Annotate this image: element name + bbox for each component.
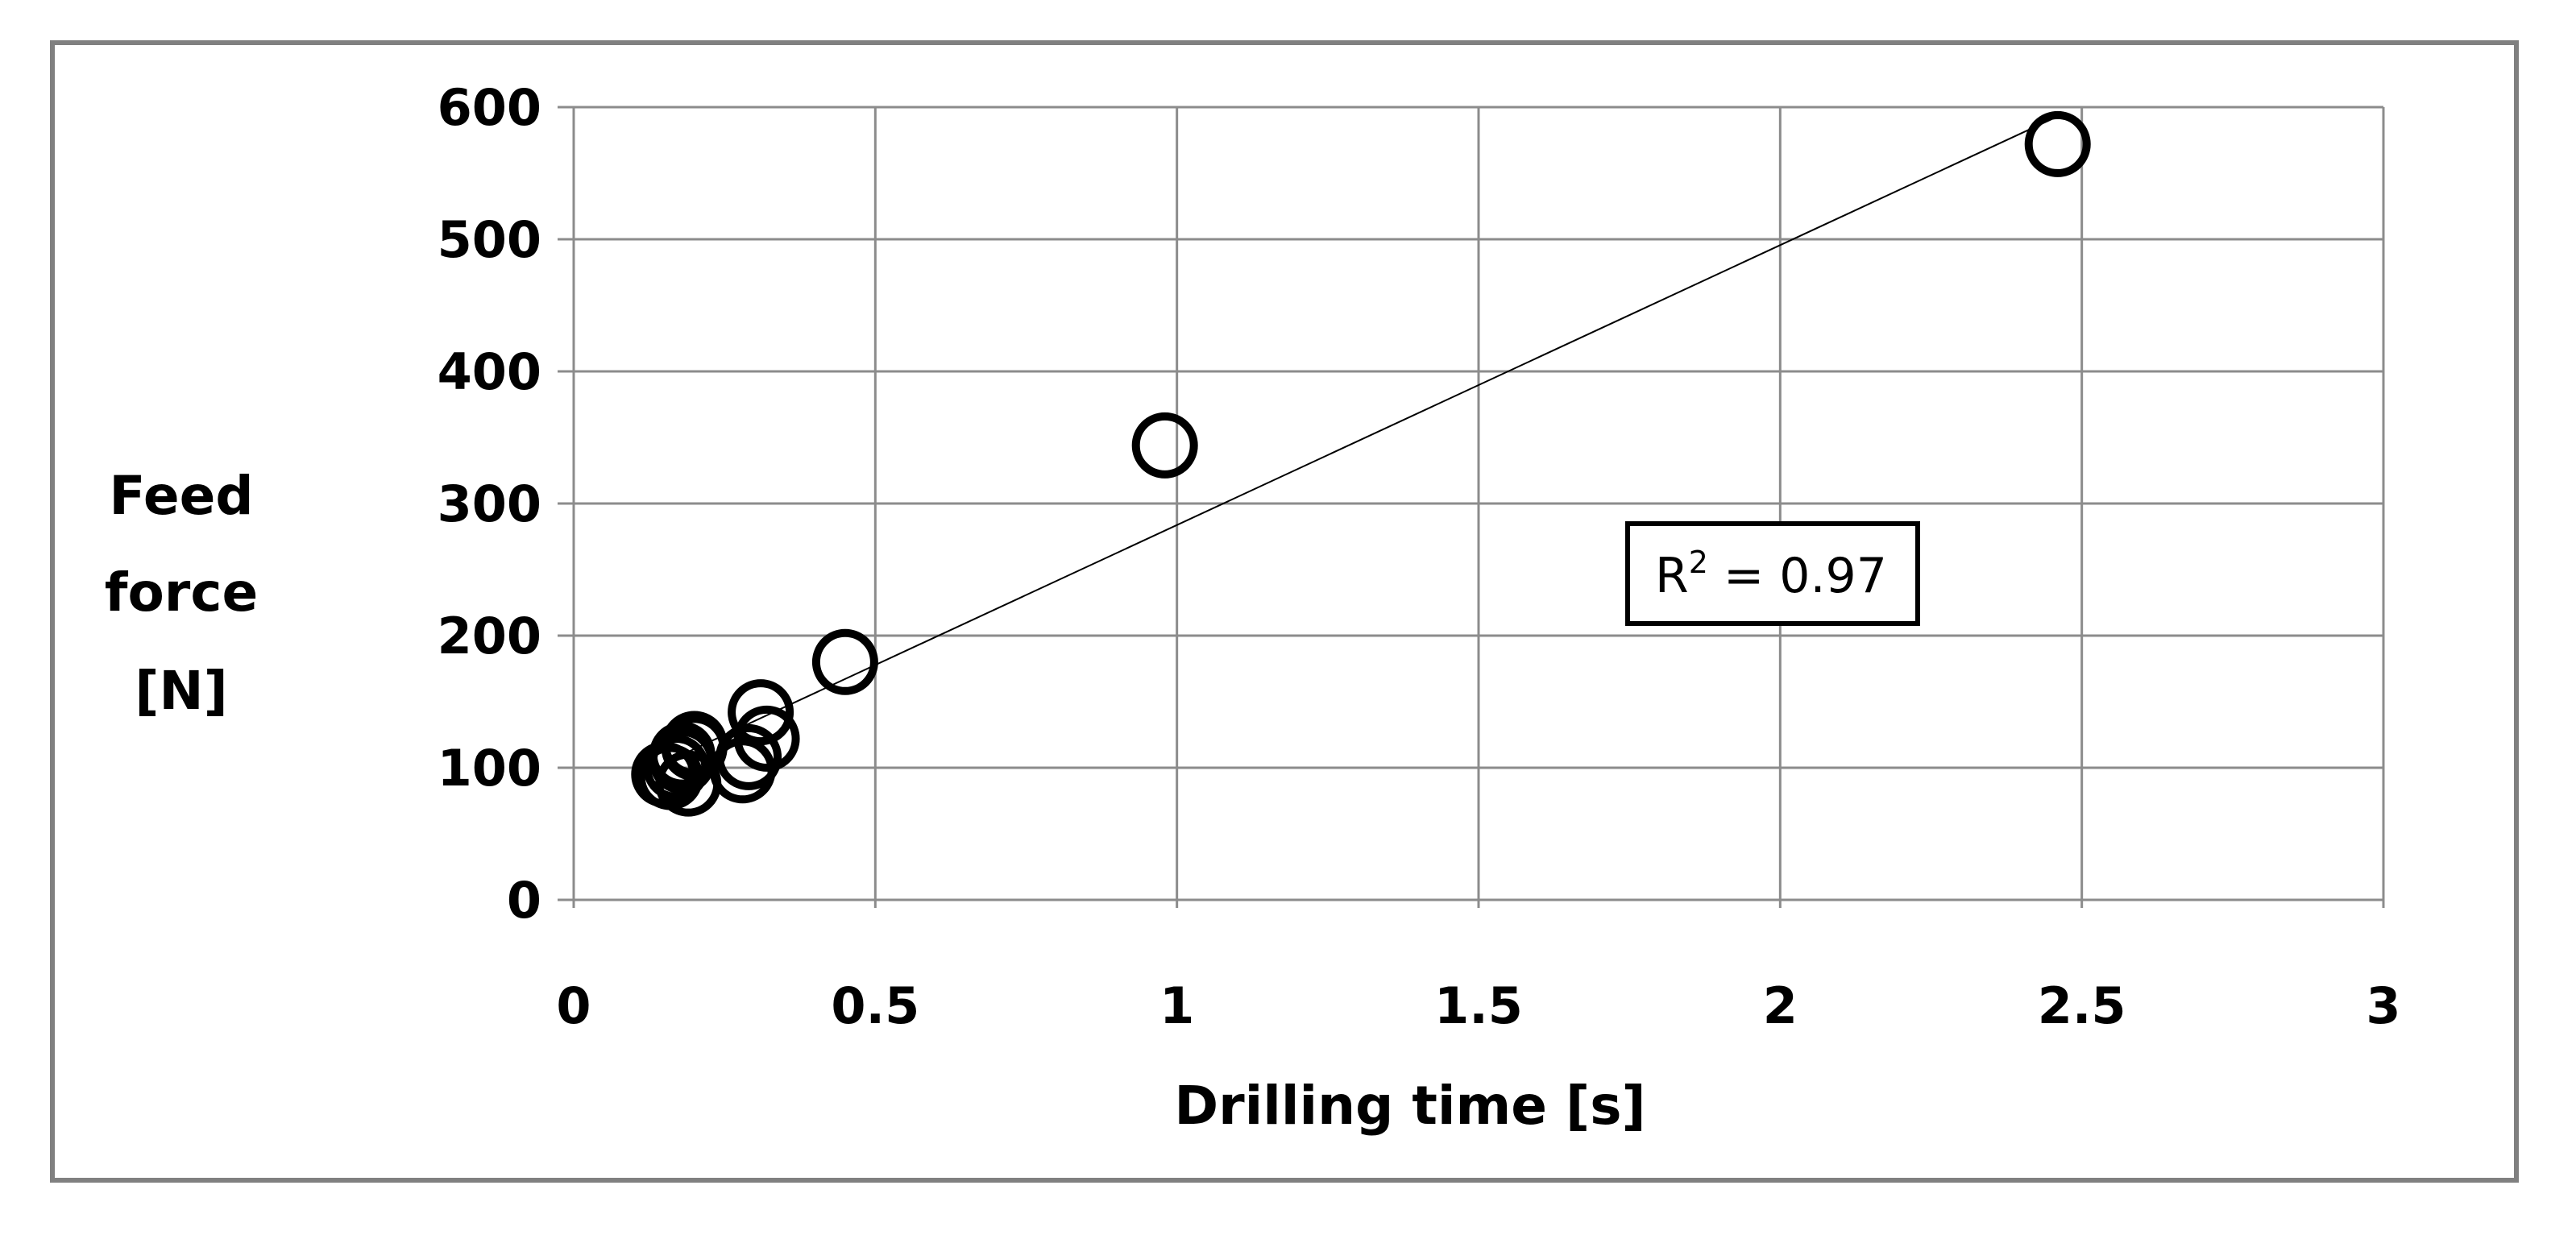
y-tick-label: 400 [438, 342, 541, 401]
r-squared-box [1625, 521, 1920, 626]
y-tick-label: 100 [438, 739, 541, 798]
x-tick-label: 0 [556, 976, 591, 1035]
data-point [728, 679, 794, 746]
r-squared-annotation: R2 = 0.97 [1625, 521, 1920, 626]
x-tick-label: 1 [1159, 976, 1194, 1035]
trendline [682, 115, 2059, 756]
y-tick-label: 200 [438, 607, 541, 665]
data-point [1131, 412, 1198, 479]
x-tick-label: 0.5 [831, 976, 919, 1035]
gridlines [558, 106, 2385, 908]
y-tick-labels: 0 100 200 300 400 500 600 [438, 78, 541, 930]
y-axis-title-line-1: Feed [109, 465, 253, 527]
data-point [733, 705, 800, 772]
y-tick-label: 600 [438, 78, 541, 137]
data-point [716, 723, 782, 790]
x-tick-label: 3 [2366, 976, 2400, 1035]
x-tick-label: 2.5 [2038, 976, 2126, 1035]
data-point [2024, 110, 2091, 177]
y-axis-title-line-3: [N] [135, 660, 228, 722]
x-tick-label: 2 [1763, 976, 1798, 1035]
data-points [631, 110, 2091, 817]
r-squared-label: R2 = 0.97 [1655, 545, 1887, 604]
data-point [811, 628, 878, 695]
chart-frame [50, 40, 2519, 1183]
y-tick-label: 300 [438, 475, 541, 533]
y-tick-label: 0 [507, 871, 541, 930]
x-axis-title: Drilling time [s] [1174, 1075, 1645, 1137]
y-axis-title-line-2: force [105, 562, 259, 624]
x-tick-labels: 0 0.5 1 1.5 2 2.5 3 [556, 976, 2400, 1035]
x-tick-label: 1.5 [1434, 976, 1523, 1035]
y-tick-label: 500 [438, 210, 541, 269]
